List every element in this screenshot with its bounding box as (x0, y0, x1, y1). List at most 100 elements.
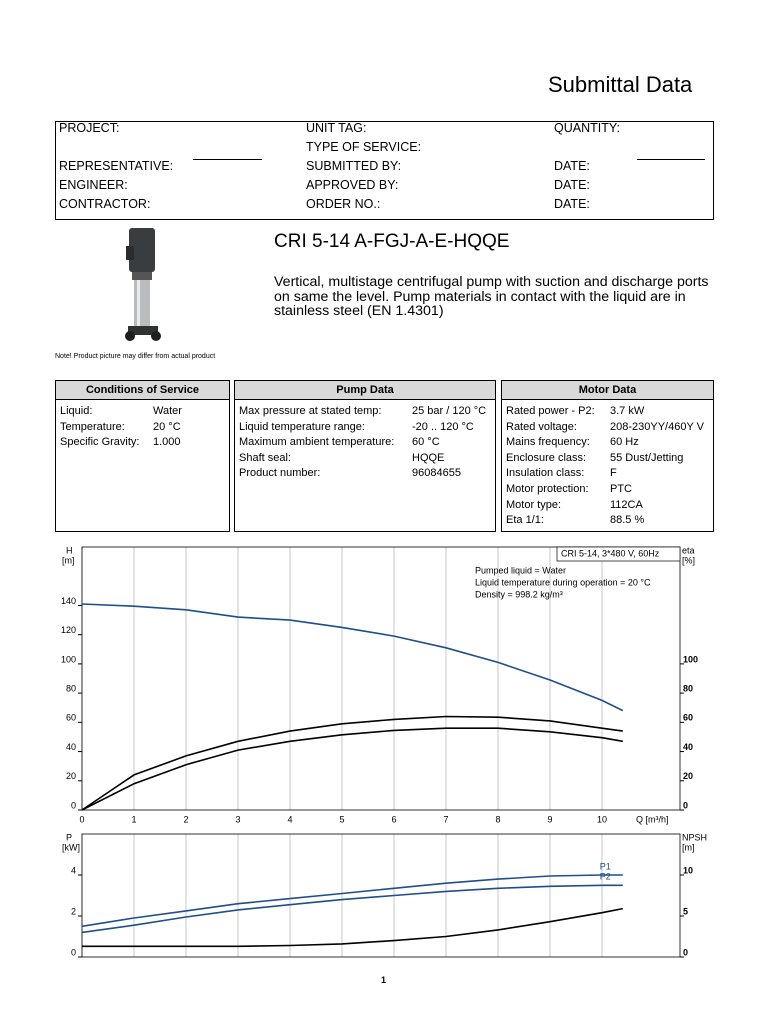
table-row: Rated voltage: 208-230YY/460Y V (502, 420, 713, 436)
y2-tick-label: 40 (683, 742, 693, 752)
row-label: Insulation class: (506, 467, 585, 480)
y2-tick-label: 0 (683, 800, 688, 810)
table-header: Motor Data (502, 381, 713, 400)
row-value: HQQE (412, 451, 445, 464)
row-value: 96084655 (412, 467, 461, 480)
field-label: ORDER NO.: (306, 197, 381, 211)
row-value: 60 Hz (610, 436, 639, 449)
field-label: REPRESENTATIVE: (59, 159, 174, 173)
y2-tick-label: 100 (683, 654, 698, 664)
data-table: Conditions of Service Liquid: Water Tempera… (55, 380, 230, 532)
table-row: Liquid temperature range: -20 .. 120 °C (235, 420, 495, 436)
y2-tick-label: 0 (683, 947, 688, 957)
y-tick-label: 40 (66, 742, 76, 752)
table-row: Rated power - P2: 3.7 kW (502, 404, 713, 420)
row-label: Temperature: (60, 420, 125, 433)
row-label: Max pressure at stated temp: (239, 405, 382, 417)
row-value: 60 °C (412, 436, 440, 449)
y2-label: eta (682, 545, 695, 555)
data-line (81, 884, 623, 934)
x-tick-label: 3 (235, 814, 240, 824)
y2-tick-label: 60 (683, 713, 693, 723)
table-row: Temperature: 20 °C (56, 420, 229, 436)
row-label: Shaft seal: (239, 451, 291, 464)
y2-label: NPSH (682, 832, 707, 842)
annotation: Pumped liquid = Water (475, 565, 566, 575)
field-label: QUANTITY: (554, 121, 620, 135)
series-label: P1 (600, 861, 611, 871)
data-line (82, 907, 623, 948)
y2-tick-label: 80 (683, 683, 693, 693)
blank-line (637, 159, 705, 160)
table-row: Motor type: 112CA (502, 498, 713, 514)
y-label: P (66, 832, 72, 842)
data-table: Pump Data Max pressure at stated temp: 25 … (234, 380, 496, 532)
annotation: Density = 998.2 kg/m³ (475, 589, 563, 599)
y2-unit: [m] (682, 842, 695, 852)
row-value: F (610, 467, 617, 480)
row-label: Liquid: (60, 405, 93, 417)
row-value: Water (153, 405, 182, 417)
row-label: Maximum ambient temperature: (239, 436, 395, 449)
row-value: 55 Dust/Jetting (610, 451, 684, 464)
table-header: Pump Data (235, 381, 495, 400)
plot-frame (81, 546, 681, 811)
row-label: Product number: (239, 467, 321, 480)
y-unit: [kW] (62, 842, 80, 852)
y2-tick-label: 20 (683, 771, 693, 781)
y-tick-label: 100 (61, 654, 76, 664)
info-box (556, 546, 681, 562)
image-note: Note! Product picture may differ from ac… (55, 353, 216, 360)
x-tick-label: 9 (547, 814, 552, 824)
y-unit: [m] (62, 555, 75, 565)
data-line (81, 727, 623, 811)
x-tick-label: 5 (339, 814, 344, 824)
annotation: Liquid temperature during operation = 20… (475, 577, 651, 587)
y-tick-label: 120 (61, 625, 76, 635)
y-tick-label: 4 (71, 865, 76, 875)
y2-tick-label: 5 (683, 906, 688, 916)
row-label: Rated power - P2: (506, 405, 595, 417)
y-tick-label: 20 (66, 771, 76, 781)
row-label: Motor protection: (506, 482, 589, 495)
row-value: 208-230YY/460Y V (610, 420, 704, 433)
table-row: Liquid: Water (56, 404, 229, 420)
product-description: Vertical, multistage centrifugal pump wi… (274, 274, 709, 319)
row-value: 88.5 % (610, 514, 645, 527)
y-tick-label: 80 (66, 683, 76, 693)
field-label: PROJECT: (59, 121, 120, 135)
table-row: Product number: 96084655 (235, 466, 495, 482)
data-line (81, 874, 623, 928)
y2-unit: [%] (682, 555, 695, 565)
x-tick-label: 2 (183, 814, 188, 824)
field-label: APPROVED BY: (306, 178, 399, 192)
blank-line (193, 159, 262, 160)
row-value: 112CA (610, 498, 643, 511)
row-value: PTC (610, 482, 632, 495)
x-tick-label: 6 (391, 814, 396, 824)
row-value: 1.000 (153, 436, 181, 449)
x-tick-label: 8 (495, 814, 500, 824)
table-row: Maximum ambient temperature: 60 °C (235, 435, 495, 451)
row-label: Eta 1/1: (506, 514, 544, 527)
x-tick-label: 10 (597, 814, 607, 824)
row-label: Mains frequency: (506, 436, 590, 449)
pump-image (125, 228, 161, 341)
project-box (55, 121, 714, 220)
table-row: Max pressure at stated temp: 25 bar / 120… (235, 404, 495, 420)
row-label: Rated voltage: (506, 420, 577, 433)
row-label: Enclosure class: (506, 451, 587, 464)
data-table: Motor Data Rated power - P2: 3.7 kW Rated v… (501, 380, 714, 532)
field-label: DATE: (554, 159, 590, 173)
data-line (81, 603, 624, 712)
row-value: -20 .. 120 °C (412, 420, 474, 433)
field-label: CONTRACTOR: (59, 197, 151, 211)
table-row: Mains frequency: 60 Hz (502, 435, 713, 451)
field-label: ENGINEER: (59, 178, 128, 192)
table-header: Conditions of Service (56, 381, 229, 400)
table-row: Enclosure class: 55 Dust/Jetting (502, 451, 713, 467)
field-label: SUBMITTED BY: (306, 159, 402, 173)
field-label: TYPE OF SERVICE: (306, 140, 422, 154)
